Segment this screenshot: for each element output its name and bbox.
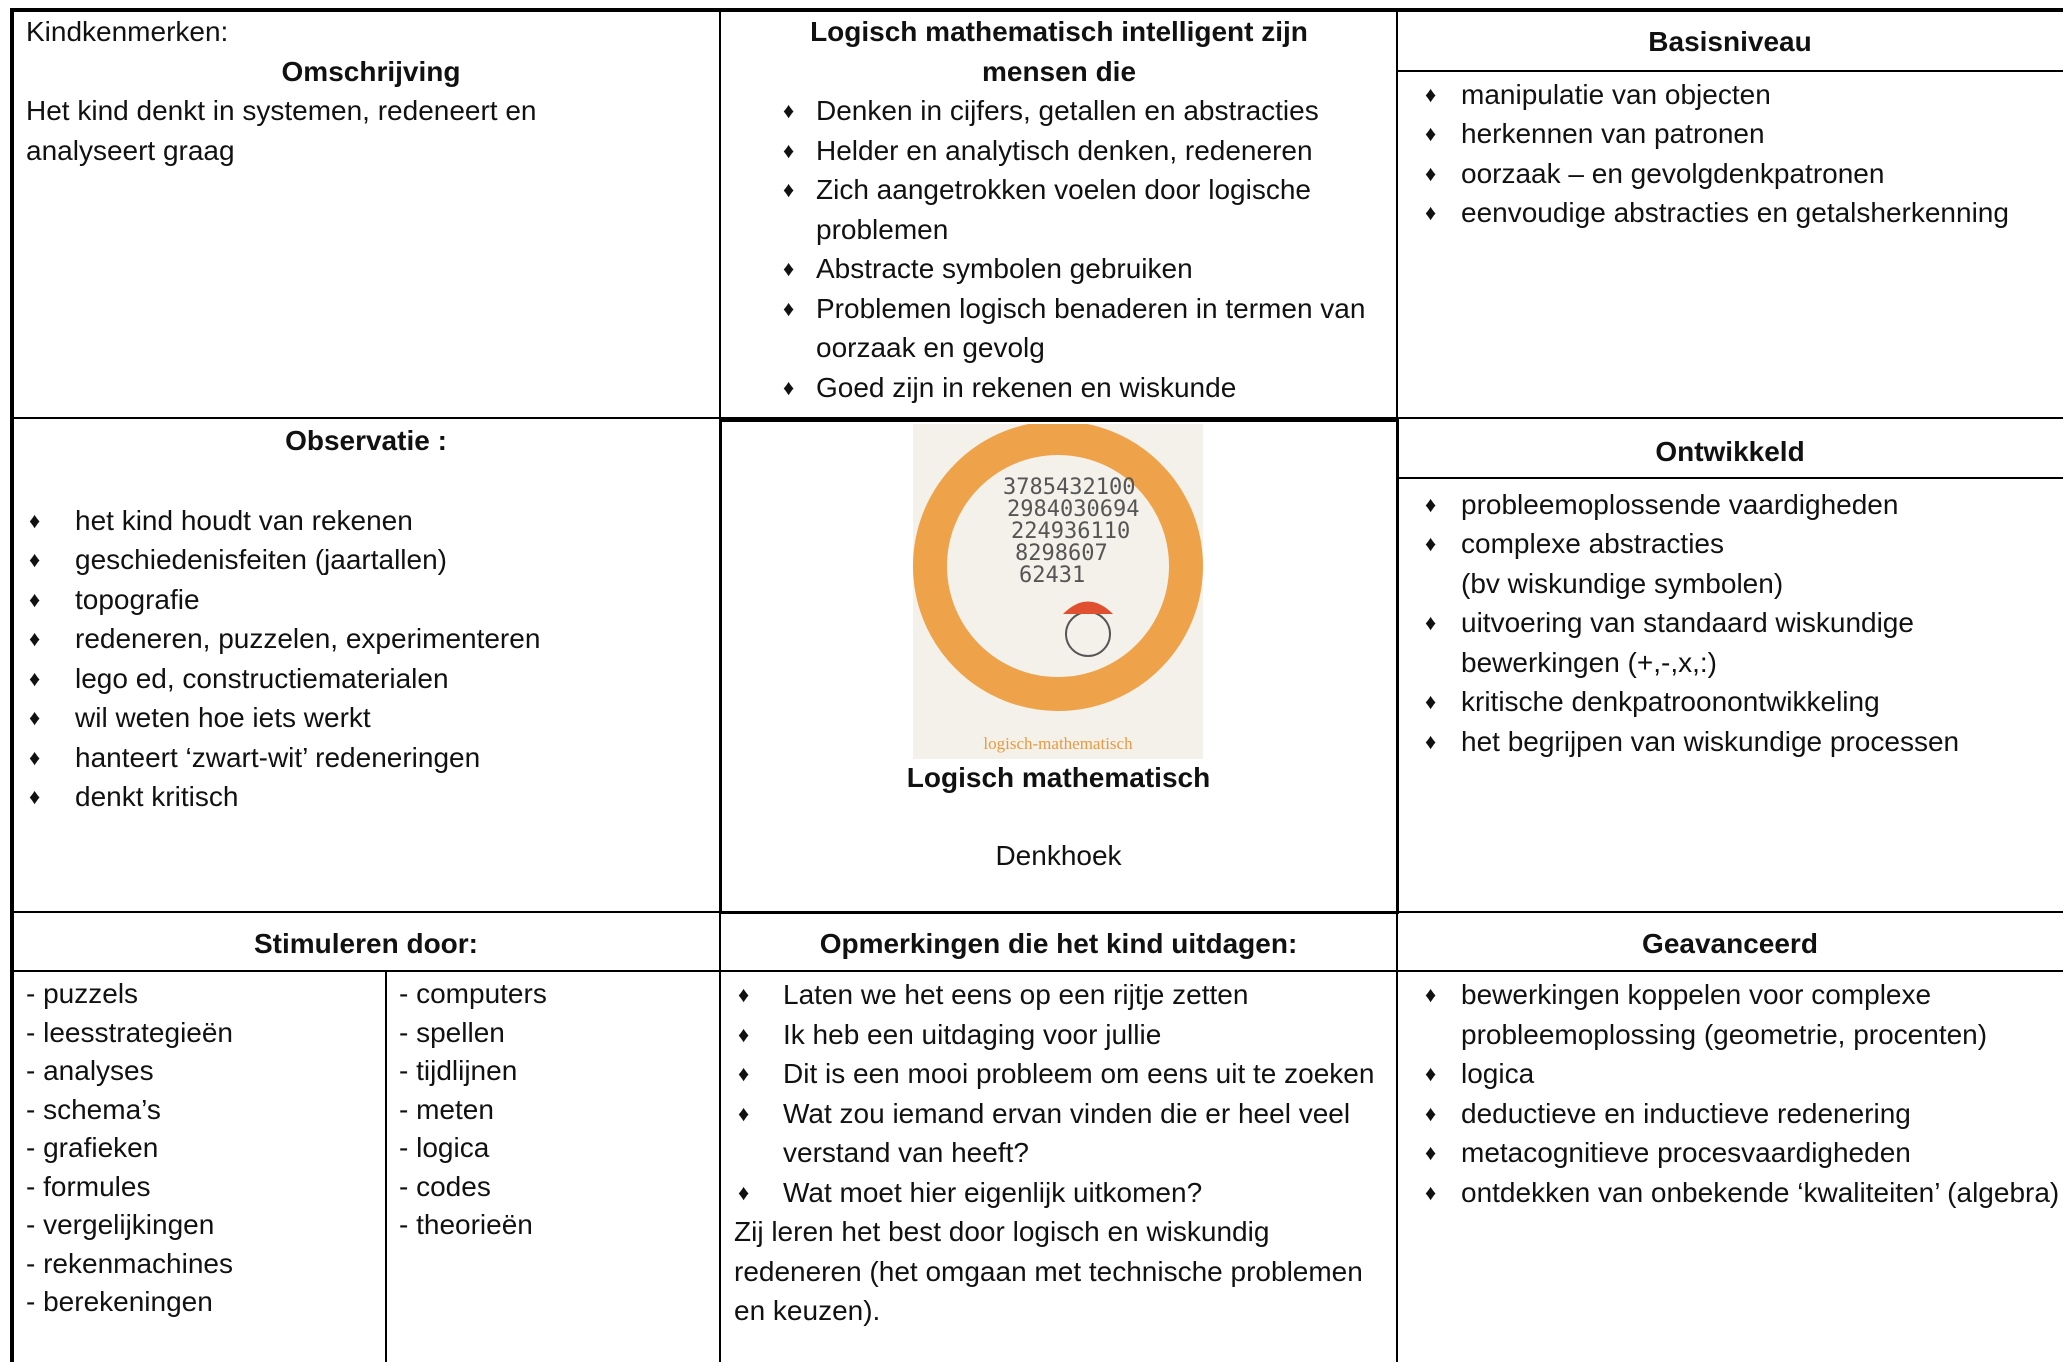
list-item: - berekeningen bbox=[26, 1286, 213, 1317]
image-number: 2984030694 bbox=[1007, 497, 1139, 522]
bullet-list: bewerkingen koppelen voor complexe probl… bbox=[1397, 975, 2063, 1212]
list-item: - schema’s bbox=[26, 1093, 161, 1125]
list-item: - leesstrategieën bbox=[26, 1016, 234, 1048]
image-number: 8298607 bbox=[1015, 541, 1108, 566]
list-item: Zich aangetrokken voelen door logische p… bbox=[783, 170, 1394, 249]
list-item: Wat moet hier eigenlijk uitkomen? bbox=[738, 1173, 1384, 1213]
list-item: complexe abstracties (bv wiskundige symb… bbox=[1425, 524, 2063, 603]
list-item: probleemoplossende vaardigheden bbox=[1425, 485, 2063, 525]
list-item: redeneren, puzzelen, experimenteren bbox=[29, 619, 719, 659]
border bbox=[1397, 477, 2063, 479]
border bbox=[1397, 70, 2063, 72]
list-item: Denken in cijfers, getallen en abstracti… bbox=[783, 91, 1394, 131]
title: Ontwikkeld bbox=[1655, 436, 1805, 467]
stim-col2: - computers - spellen - tijdlijnen - meten -… bbox=[399, 975, 547, 1245]
list-item: - tijdlijnen bbox=[399, 1055, 518, 1086]
list-item: - computers bbox=[399, 978, 547, 1009]
cell-ontwikkeld: Ontwikkeld probleemoplossende vaardighed… bbox=[1397, 432, 2063, 761]
cell-observatie: Observatie : het kind houdt van rekeneng… bbox=[13, 421, 719, 817]
list-item: Goed zijn in rekenen en wiskunde bbox=[783, 368, 1394, 408]
list-item: manipulatie van objecten bbox=[1425, 75, 2063, 115]
list-item: - meten bbox=[399, 1093, 494, 1125]
list-item: - analyses bbox=[26, 1055, 154, 1086]
list-item: Laten we het eens op een rijtje zetten bbox=[738, 975, 1384, 1015]
border bbox=[385, 971, 387, 1362]
list-item: geschiedenisfeiten (jaartallen) bbox=[29, 540, 719, 580]
list-item: Wat zou iemand ervan vinden die er heel … bbox=[738, 1094, 1384, 1173]
bullet-list: manipulatie van objectenherkennen van pa… bbox=[1397, 75, 2063, 233]
bullet-list: het kind houdt van rekenengeschiedenisfe… bbox=[13, 501, 719, 817]
border bbox=[12, 970, 2063, 972]
list-item: - vergelijkingen bbox=[26, 1209, 215, 1240]
title: Observatie : bbox=[285, 425, 447, 456]
list-item: - grafieken bbox=[26, 1132, 159, 1163]
list-item: eenvoudige abstracties en getalsherkenni… bbox=[1425, 193, 2063, 233]
center-box bbox=[719, 419, 1399, 914]
list-item: topografie bbox=[29, 580, 719, 620]
list-item: - puzzels bbox=[26, 978, 139, 1009]
list-item: bewerkingen koppelen voor complexe probl… bbox=[1425, 975, 2063, 1054]
list-item: ontdekken van onbekende ‘kwaliteiten’ (a… bbox=[1425, 1173, 2063, 1213]
list-item: Dit is een mooi probleem om eens uit te … bbox=[738, 1054, 1384, 1094]
image-number: 62431 bbox=[1019, 563, 1085, 588]
image-number: 3785432100 bbox=[1003, 475, 1135, 500]
header-stimuleren: Stimuleren door: bbox=[253, 928, 478, 959]
image-number: 224936110 bbox=[1011, 519, 1130, 544]
list-item: denkt kritisch bbox=[29, 777, 719, 817]
border bbox=[10, 8, 2063, 12]
border bbox=[10, 8, 14, 1362]
cell-basisniveau: Basisniveau manipulatie van objectenherk… bbox=[1397, 22, 2063, 233]
list-item: metacognitieve procesvaardigheden bbox=[1425, 1133, 2063, 1173]
list-item: het begrijpen van wiskundige processen bbox=[1425, 722, 2063, 762]
hair bbox=[1063, 601, 1113, 614]
list-item: Ik heb een uitdaging voor jullie bbox=[738, 1015, 1384, 1055]
bullet-list: probleemoplossende vaardighedencomplexe … bbox=[1397, 485, 2063, 762]
header-geavanceerd: Geavanceerd bbox=[1642, 928, 1818, 959]
list-item: - formules bbox=[26, 1170, 151, 1202]
list-item: Abstracte symbolen gebruiken bbox=[783, 249, 1394, 289]
list-item: oorzaak – en gevolgdenkpatronen bbox=[1425, 154, 2063, 194]
stim-col1: - puzzels - leesstrategieën - analyses - sc… bbox=[26, 975, 233, 1322]
list-item: deductieve en inductieve redenering bbox=[1425, 1094, 2063, 1134]
cell-opmerkingen: Laten we het eens op een rijtje zettenIk… bbox=[734, 975, 1384, 1331]
header-opmerkingen: Opmerkingen die het kind uitdagen: bbox=[819, 928, 1298, 959]
center-title: Logisch mathematisch bbox=[906, 762, 1211, 793]
list-item: lego ed, constructiematerialen bbox=[29, 659, 719, 699]
list-item: kritische denkpatroonontwikkeling bbox=[1425, 682, 2063, 722]
list-item: - rekenmachines bbox=[26, 1247, 233, 1279]
label: Kindkenmerken: bbox=[26, 16, 229, 47]
title: Basisniveau bbox=[1648, 26, 1812, 57]
title: Omschrijving bbox=[281, 55, 461, 87]
list-item: - theorieën bbox=[399, 1209, 533, 1240]
bullet-list: Laten we het eens op een rijtje zettenIk… bbox=[734, 975, 1384, 1212]
cell-geavanceerd: bewerkingen koppelen voor complexe probl… bbox=[1397, 975, 2063, 1212]
center-subtitle: Denkhoek bbox=[995, 840, 1122, 871]
text: Zij leren het best door logisch en wisku… bbox=[734, 1216, 1363, 1326]
list-item: uitvoering van standaard wiskundige bewe… bbox=[1425, 603, 2063, 682]
list-item: het kind houdt van rekenen bbox=[29, 501, 719, 541]
list-item: Problemen logisch benaderen in termen va… bbox=[783, 289, 1394, 368]
list-item: - logica bbox=[399, 1132, 490, 1163]
list-item: - spellen bbox=[399, 1016, 505, 1048]
title: Logisch mathematisch intelligent zijn me… bbox=[810, 16, 1308, 87]
cell-kindkenmerken: Kindkenmerken: Omschrijving Het kind den… bbox=[26, 12, 716, 170]
border bbox=[12, 417, 2063, 419]
ring bbox=[913, 424, 1203, 711]
bullet-list: Denken in cijfers, getallen en abstracti… bbox=[724, 91, 1394, 407]
cell-intelligent: Logisch mathematisch intelligent zijn me… bbox=[724, 12, 1394, 407]
list-item: herkennen van patronen bbox=[1425, 114, 2063, 154]
list-item: wil weten hoe iets werkt bbox=[29, 698, 719, 738]
list-item: - codes bbox=[399, 1170, 491, 1202]
list-item: logica bbox=[1425, 1054, 2063, 1094]
image-caption: logisch-mathematisch bbox=[983, 734, 1133, 753]
list-item: hanteert ‘zwart-wit’ redeneringen bbox=[29, 738, 719, 778]
list-item: Helder en analytisch denken, redeneren bbox=[783, 131, 1394, 171]
logo-image: 3785432100298403069422493611082986076243… bbox=[913, 424, 1203, 759]
text: Het kind denkt in systemen, redeneert en… bbox=[26, 95, 537, 166]
